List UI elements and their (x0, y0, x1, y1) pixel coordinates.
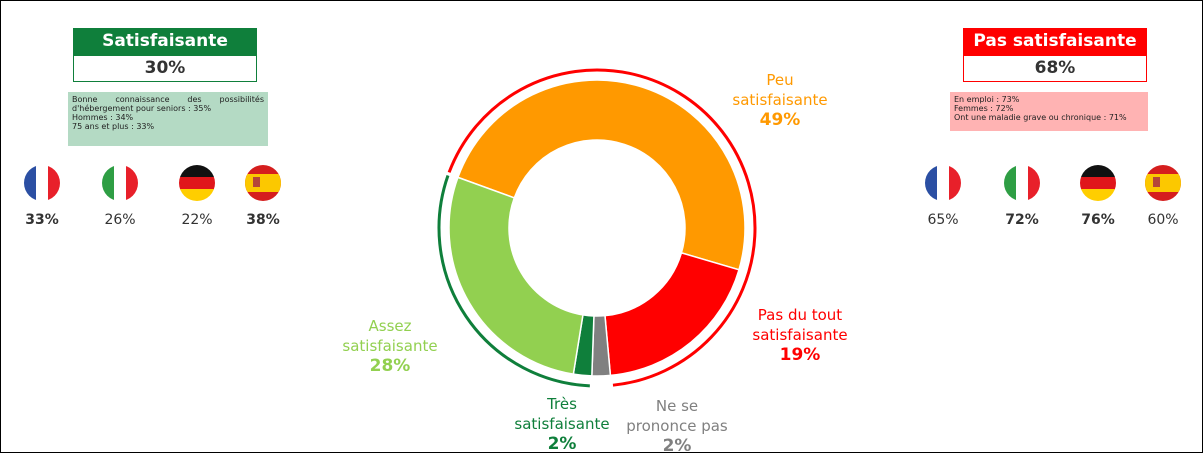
flag-stripe (1028, 165, 1040, 201)
panel-title: Pas satisfaisante (963, 28, 1147, 55)
category-label: Ne se prononce pas (626, 397, 728, 435)
panel-value: 30% (73, 55, 257, 82)
country-value: 60% (1147, 212, 1179, 228)
flag-stripe (36, 165, 49, 201)
flag-stripe (24, 165, 37, 201)
flag-stripe (48, 165, 60, 201)
category-label: Assez satisfaisante (342, 317, 438, 355)
flag (1080, 165, 1116, 201)
slice-label: Pas du tout satisfaisante 19% (740, 305, 860, 365)
category-label: Très satisfaisante (514, 395, 610, 433)
flag (102, 165, 138, 201)
flag-stripe (1145, 174, 1181, 192)
flag-stripe (114, 165, 127, 201)
slice-label: Assez satisfaisante 28% (330, 316, 450, 376)
note: Bonne connaissance des possibilités d'hé… (72, 95, 264, 113)
flag-stripe (179, 165, 215, 178)
slice-label: Ne se prononce pas 2% (622, 396, 732, 456)
slice (448, 176, 584, 375)
flag (925, 165, 961, 201)
flag-stripe (126, 165, 138, 201)
slice (604, 251, 740, 377)
note: 75 ans et plus : 33% (72, 122, 155, 131)
country-value: 38% (246, 212, 280, 228)
value-label: 2% (662, 436, 692, 456)
note: En emploi : 73% (954, 95, 1020, 104)
country-value: 26% (104, 212, 136, 228)
panel-notes: En emploi : 73% Femmes : 72% Ont une mal… (950, 92, 1148, 131)
panel-value: 68% (963, 55, 1147, 82)
group-arc (437, 175, 590, 388)
flag-stripe (245, 174, 281, 192)
value-label: 28% (369, 356, 411, 376)
flag-stripe (1016, 165, 1029, 201)
note: Hommes : 34% (72, 113, 134, 122)
panel-title: Satisfaisante (73, 28, 257, 55)
panel-notes: Bonne connaissance des possibilités d'hé… (68, 92, 268, 146)
flag-stripe (949, 165, 961, 201)
flag-emblem (253, 177, 260, 187)
flag-stripe (179, 177, 215, 190)
flag (1145, 165, 1181, 201)
group-arc (447, 68, 757, 387)
flag (245, 165, 281, 201)
flag-stripe (1080, 177, 1116, 190)
flag (179, 165, 215, 201)
flag-stripe (1004, 165, 1017, 201)
country-value: 22% (181, 212, 213, 228)
slice (456, 79, 746, 271)
slice-label: Très satisfaisante 2% (507, 394, 617, 454)
category-label: Pas du tout satisfaisante (752, 306, 848, 344)
value-label: 49% (759, 110, 801, 130)
country-value: 65% (927, 212, 959, 228)
flag (1004, 165, 1040, 201)
flag-stripe (102, 165, 115, 201)
flag-stripe (179, 189, 215, 201)
flag (24, 165, 60, 201)
flag-emblem (1153, 177, 1160, 187)
value-label: 19% (779, 345, 821, 365)
value-label: 2% (547, 434, 577, 454)
flag-stripe (937, 165, 950, 201)
note: Ont une maladie grave ou chronique : 71% (954, 113, 1127, 122)
flag-stripe (1080, 189, 1116, 201)
slice-label: Peu satisfaisante 49% (725, 70, 835, 130)
country-value: 33% (25, 212, 59, 228)
note: Femmes : 72% (954, 104, 1014, 113)
flag-stripe (1080, 165, 1116, 178)
category-label: Peu satisfaisante (732, 71, 828, 109)
country-value: 72% (1005, 212, 1039, 228)
country-value: 76% (1081, 212, 1115, 228)
flag-stripe (925, 165, 938, 201)
